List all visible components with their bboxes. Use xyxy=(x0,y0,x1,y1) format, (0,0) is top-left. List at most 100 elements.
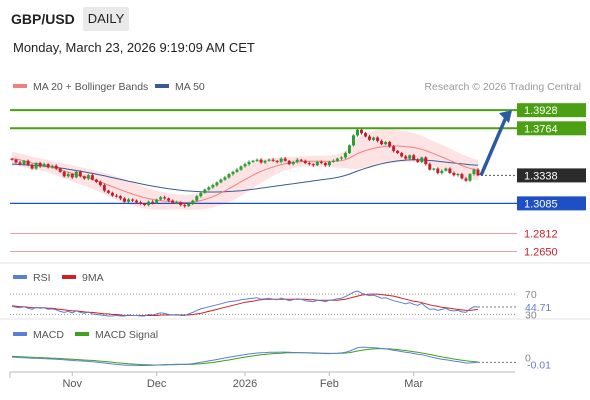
candle-body-13 xyxy=(62,171,66,177)
candle-body-66 xyxy=(275,160,279,162)
rsi-ma-legend-label: 9MA xyxy=(82,272,104,284)
candle-body-76 xyxy=(315,161,319,166)
candle-body-105 xyxy=(432,168,436,170)
level-label-1: 1.3764 xyxy=(524,123,558,135)
candle-body-96 xyxy=(396,150,400,154)
candle-body-39 xyxy=(167,198,171,201)
candle-body-87 xyxy=(360,129,363,134)
ma20-legend-label: MA 20 + Bollinger Bands xyxy=(33,81,148,93)
candle-body-22 xyxy=(98,181,102,186)
candle-body-25 xyxy=(110,192,114,196)
candle-body-8 xyxy=(42,164,46,167)
candle-body-81 xyxy=(335,158,339,161)
candle-body-90 xyxy=(372,137,376,140)
candle-body-104 xyxy=(428,164,432,170)
price-panel: 1.3928 1.3764 1.3085 1.2812 1.2650 1.3338 xyxy=(10,103,586,258)
time-axis: Nov Dec 2026 Feb Mar xyxy=(9,372,424,390)
target-arrow-shaft xyxy=(479,116,508,177)
level-label-0: 1.3928 xyxy=(524,105,558,117)
candle-body-27 xyxy=(118,196,122,199)
candle-body-99 xyxy=(408,155,412,159)
rsi-legend-label: RSI xyxy=(33,272,51,284)
level-label-2: 1.3085 xyxy=(524,198,558,210)
time-tick-label-0: Nov xyxy=(62,378,82,390)
candle-body-17 xyxy=(78,171,82,177)
ma50-legend-label: MA 50 xyxy=(175,81,205,93)
candle-body-35 xyxy=(151,201,155,203)
candle-body-36 xyxy=(155,199,159,203)
candle-body-32 xyxy=(139,202,143,204)
candle-body-62 xyxy=(259,159,263,163)
candle-body-42 xyxy=(179,202,183,206)
target-arrow-head xyxy=(499,110,512,124)
candle-body-85 xyxy=(351,135,355,146)
candle-body-43 xyxy=(183,205,187,207)
rsi-last-label: 44.71 xyxy=(525,302,551,314)
candle-body-9 xyxy=(46,164,50,168)
candle-body-79 xyxy=(327,161,331,166)
rsi-ma-legend-swatch xyxy=(62,275,76,279)
candle-body-1 xyxy=(14,159,18,163)
candle-body-88 xyxy=(364,133,368,137)
candle-body-113 xyxy=(464,178,468,181)
ma50-line xyxy=(11,159,479,193)
time-tick-label-4: Mar xyxy=(404,378,423,390)
candle-body-18 xyxy=(82,176,86,179)
candle-body-20 xyxy=(90,175,94,180)
candle-body-111 xyxy=(456,174,460,176)
candle-body-82 xyxy=(339,157,343,159)
candle-body-52 xyxy=(219,179,223,183)
candle-body-33 xyxy=(143,203,147,206)
candle-body-21 xyxy=(94,179,98,182)
candle-body-77 xyxy=(319,161,323,164)
level-badge-2 xyxy=(517,196,586,211)
bollinger-band-fill xyxy=(12,129,478,210)
macd-signal-legend-label: MACD Signal xyxy=(95,329,158,341)
candle-body-72 xyxy=(299,159,303,161)
candle-body-51 xyxy=(215,182,219,186)
candle-body-98 xyxy=(404,156,408,159)
candle-body-26 xyxy=(114,195,118,197)
candle-body-11 xyxy=(54,165,58,169)
candle-body-5 xyxy=(30,165,34,169)
candle-body-57 xyxy=(239,166,243,170)
last-price-label: 1.3338 xyxy=(524,170,558,182)
candle-body-6 xyxy=(34,163,38,169)
candle-body-24 xyxy=(106,190,110,193)
candle-body-80 xyxy=(331,160,335,162)
candle-body-3 xyxy=(22,160,26,165)
rsi-line xyxy=(11,290,479,317)
time-tick-label-3: Feb xyxy=(320,378,339,390)
macd-signal-line xyxy=(11,348,479,366)
candle-body-106 xyxy=(436,168,440,173)
rsi-level-label-0: 70 xyxy=(525,289,537,301)
candle-body-68 xyxy=(283,158,287,161)
candle-body-12 xyxy=(58,168,62,172)
candle-body-97 xyxy=(400,153,404,157)
candle-body-7 xyxy=(38,163,42,167)
candle-body-49 xyxy=(207,187,211,190)
candle-body-65 xyxy=(271,159,275,161)
level-label-3: 1.2812 xyxy=(524,229,558,241)
candle-body-59 xyxy=(247,161,251,165)
candle-body-2 xyxy=(18,162,22,165)
candle-body-94 xyxy=(388,142,392,147)
candle-body-101 xyxy=(416,159,420,162)
candle-body-102 xyxy=(420,157,424,162)
ma50-legend-swatch xyxy=(155,84,169,88)
macd-panel: 0-0.01 xyxy=(11,346,551,371)
candle-body-41 xyxy=(175,202,179,204)
candle-body-74 xyxy=(307,163,311,165)
candle-body-109 xyxy=(448,168,452,173)
timeframe-badge[interactable]: DAILY xyxy=(83,7,129,31)
candle-body-61 xyxy=(255,159,259,161)
candle-body-100 xyxy=(412,155,416,160)
candle-body-47 xyxy=(199,192,203,197)
candle-body-58 xyxy=(243,164,247,167)
candle-body-78 xyxy=(323,163,327,166)
candle-body-23 xyxy=(102,185,106,191)
macd-signal-legend-swatch xyxy=(75,332,89,336)
candle-body-84 xyxy=(347,145,351,154)
macd-last-label: -0.01 xyxy=(527,359,551,371)
